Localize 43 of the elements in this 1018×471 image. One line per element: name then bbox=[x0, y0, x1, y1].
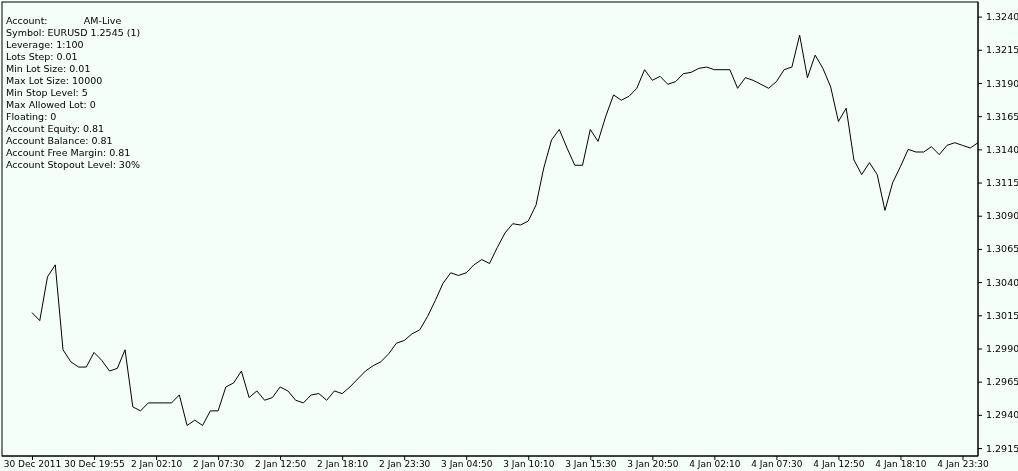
x-tick-label: 2 Jan 12:50 bbox=[255, 459, 307, 470]
x-tick-label: 4 Jan 02:10 bbox=[689, 459, 741, 470]
x-tick-label: 2 Jan 23:30 bbox=[379, 459, 431, 470]
annotation: Account Balance: 0.81 bbox=[6, 135, 113, 146]
annotation: Account Stopout Level: 30% bbox=[6, 159, 140, 170]
x-tick-label: 30 Dec 19:55 bbox=[64, 459, 125, 470]
x-tick-label: 30 Dec 2011 bbox=[3, 459, 62, 470]
x-tick-label: 3 Jan 15:30 bbox=[565, 459, 617, 470]
y-tick-label: 1.2990 bbox=[986, 343, 1018, 355]
x-tick-label: 2 Jan 07:30 bbox=[192, 459, 245, 470]
annotation: Account Free Margin: 0.81 bbox=[6, 147, 131, 158]
y-tick-label: 1.2915 bbox=[986, 442, 1018, 454]
annotation: Max Lot Size: 10000 bbox=[6, 75, 103, 86]
y-tick-label: 1.3115 bbox=[986, 177, 1018, 189]
annotation: Account Equity: 0.81 bbox=[6, 123, 105, 134]
annotation: Min Lot Size: 0.01 bbox=[6, 63, 91, 74]
x-tick-label: 2 Jan 02:10 bbox=[130, 459, 183, 470]
annotation: Floating: 0 bbox=[6, 111, 57, 122]
y-tick-label: 1.3165 bbox=[986, 110, 1018, 122]
x-tick-label: 4 Jan 12:50 bbox=[813, 459, 865, 470]
y-tick-label: 1.3240 bbox=[986, 11, 1018, 23]
y-tick-label: 1.3015 bbox=[986, 309, 1018, 321]
annotation: Lots Step: 0.01 bbox=[6, 51, 78, 62]
x-tick-label: 4 Jan 07:30 bbox=[751, 459, 803, 470]
y-tick-label: 1.3140 bbox=[986, 143, 1018, 155]
annotation: Leverage: 1:100 bbox=[6, 39, 84, 50]
annotation: Max Allowed Lot: 0 bbox=[6, 99, 96, 110]
x-tick-label: 3 Jan 10:10 bbox=[503, 459, 555, 470]
x-tick-label: 3 Jan 04:50 bbox=[441, 459, 493, 470]
y-tick-label: 1.3040 bbox=[986, 276, 1018, 288]
x-tick-label: 3 Jan 20:50 bbox=[627, 459, 679, 470]
y-tick-label: 1.3190 bbox=[986, 77, 1018, 89]
y-tick-label: 1.2940 bbox=[986, 409, 1018, 421]
y-tick-label: 1.3090 bbox=[986, 210, 1018, 222]
x-tick-label: 4 Jan 18:10 bbox=[875, 459, 927, 470]
y-tick-label: 1.3065 bbox=[986, 243, 1018, 255]
annotation: Symbol: EURUSD 1.2545 (1) bbox=[6, 27, 141, 38]
annotation: Min Stop Level: 5 bbox=[6, 87, 88, 98]
y-tick-label: 1.2965 bbox=[986, 376, 1018, 388]
annotation: Account: AM-Live bbox=[6, 15, 122, 26]
x-tick-label: 2 Jan 18:10 bbox=[317, 459, 369, 470]
x-tick-label: 4 Jan 23:30 bbox=[937, 459, 989, 470]
y-tick-label: 1.3215 bbox=[986, 44, 1018, 56]
